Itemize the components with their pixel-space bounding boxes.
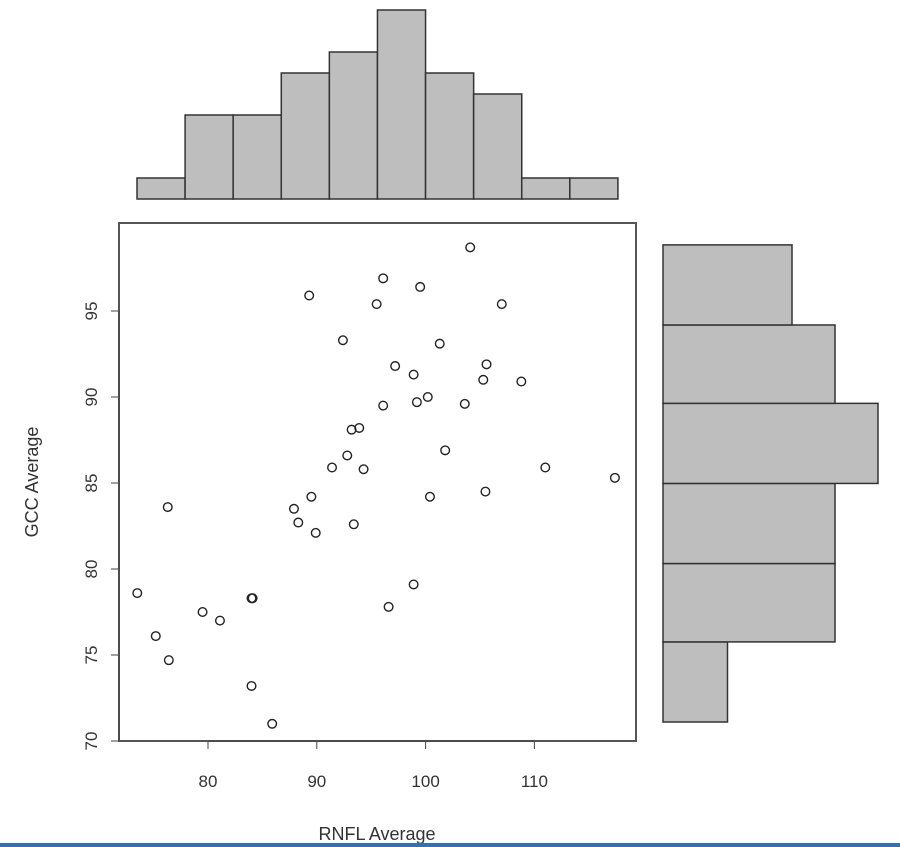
y-tick-label: 80 — [82, 560, 101, 579]
x-histogram-bar — [520, 177, 571, 200]
scatter-point — [163, 655, 174, 666]
scatter-point — [609, 472, 620, 483]
scatter-point — [383, 601, 394, 612]
scatter-point — [422, 392, 433, 403]
x-histogram-bar — [376, 9, 427, 200]
scatter-point — [415, 281, 426, 292]
scatter-point — [440, 445, 451, 456]
scatter-point — [214, 615, 225, 626]
scatter-point — [408, 369, 419, 380]
scatter-plot-frame — [118, 222, 637, 742]
scatter-point — [434, 338, 445, 349]
scatter-point — [288, 503, 299, 514]
scatter-point — [540, 462, 551, 473]
y-histogram-bar — [662, 641, 729, 723]
y-histogram-bar — [662, 324, 836, 405]
y-histogram-bar — [662, 402, 879, 485]
y-tick-label: 75 — [82, 646, 101, 665]
x-histogram-bar — [472, 93, 523, 200]
scatter-point — [411, 397, 422, 408]
scatter-point — [378, 273, 389, 284]
scatter-point — [267, 718, 278, 729]
scatter-point — [346, 424, 357, 435]
x-marginal-histogram — [136, 9, 619, 200]
x-tick-label: 80 — [199, 772, 218, 791]
y-tick-label: 70 — [82, 732, 101, 751]
y-histogram-bar — [662, 482, 836, 565]
scatter-point — [478, 374, 489, 385]
x-histogram-bar — [232, 114, 283, 200]
scatter-point — [310, 527, 321, 538]
scatter-point — [247, 593, 258, 604]
x-tick-label: 110 — [521, 772, 548, 791]
scatter-points — [132, 242, 620, 729]
x-tick-label: 90 — [307, 772, 326, 791]
scatter-point — [150, 631, 161, 642]
scatter-point — [246, 680, 257, 691]
scatter-point — [408, 579, 419, 590]
scatter-point — [378, 400, 389, 411]
scatter-point — [293, 517, 304, 528]
scatter-point — [424, 491, 435, 502]
scatter-point — [496, 299, 507, 310]
y-axis-title: GCC Average — [22, 427, 42, 538]
scatter-point — [304, 290, 315, 301]
x-axis: 80 90 100 110 — [199, 740, 548, 791]
scatter-point — [132, 588, 143, 599]
y-histogram-bar — [662, 244, 793, 326]
scatter-point — [327, 462, 338, 473]
scatter-point — [371, 299, 382, 310]
scatter-point — [516, 376, 527, 387]
y-tick-label: 95 — [82, 302, 101, 321]
y-tick-label: 90 — [82, 388, 101, 407]
x-histogram-bar — [184, 114, 234, 200]
scatter-point — [354, 422, 365, 433]
x-histogram-bar — [424, 72, 475, 200]
y-tick-label: 85 — [82, 474, 101, 493]
x-axis-title: RNFL Average — [318, 824, 435, 844]
scatter-point — [348, 519, 359, 530]
scatter-point — [481, 359, 492, 370]
scatter-point — [342, 450, 353, 461]
y-axis: 70 75 80 85 90 95 — [82, 302, 120, 751]
x-histogram-bar — [328, 51, 379, 200]
x-histogram-bar — [569, 177, 619, 200]
x-tick-label: 100 — [411, 772, 439, 791]
scatter-point — [337, 335, 348, 346]
scatter-point — [390, 361, 401, 372]
y-histogram-bar — [662, 562, 836, 643]
window-bottom-edge — [0, 843, 900, 847]
scatter-point — [306, 491, 317, 502]
scatter-point — [459, 398, 470, 409]
scatter-point — [162, 502, 173, 513]
scatter-point — [465, 242, 476, 253]
scatter-point — [358, 464, 369, 475]
x-histogram-bar — [280, 72, 331, 200]
scatter-point — [197, 607, 208, 618]
scatter-point — [480, 486, 491, 497]
x-histogram-bar — [136, 177, 186, 200]
y-marginal-histogram — [662, 244, 879, 723]
